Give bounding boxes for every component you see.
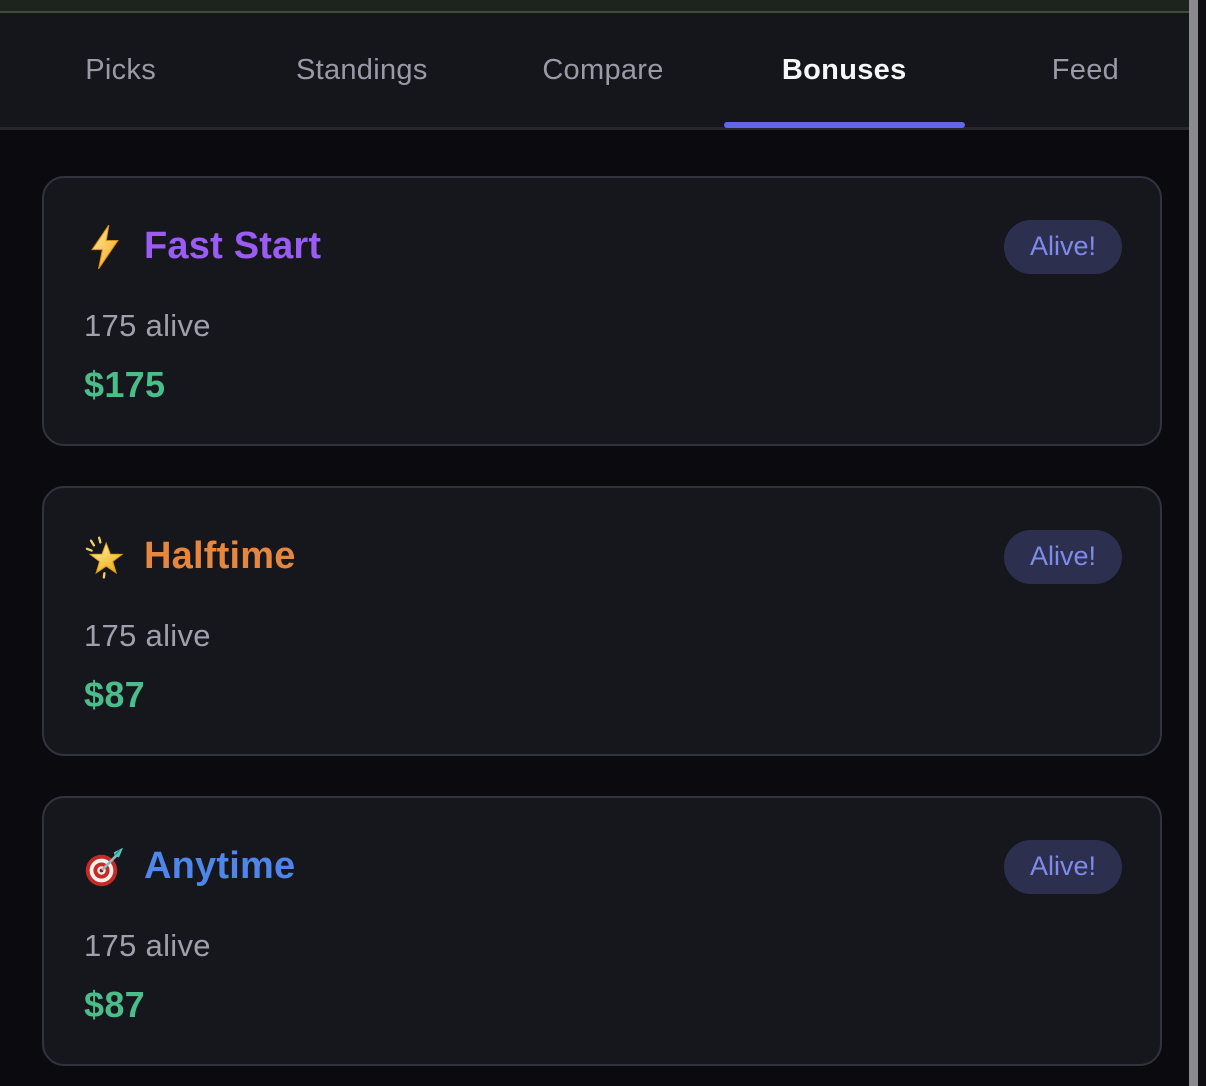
alive-count: 175 alive <box>84 927 211 963</box>
bonus-card-halftime[interactable]: Halftime Alive! 175 alive $87 <box>42 486 1162 756</box>
status-badge: Alive! <box>1003 220 1122 274</box>
status-badge: Alive! <box>1003 530 1122 584</box>
glowing-star-icon <box>84 536 126 579</box>
tab-bar: Picks Standings Compare Bonuses Feed <box>0 13 1206 130</box>
status-badge: Alive! <box>1003 840 1122 894</box>
bonus-cards-list: Fast Start Alive! 175 alive $175 <box>0 130 1206 1066</box>
alive-count: 175 alive <box>84 307 211 343</box>
bonus-card-fast-start[interactable]: Fast Start Alive! 175 alive $175 <box>42 176 1162 446</box>
vertical-scrollbar[interactable] <box>1189 0 1198 1086</box>
card-header: Halftime Alive! <box>84 530 1122 584</box>
card-title: Fast Start <box>144 225 322 268</box>
card-header: Fast Start Alive! <box>84 220 1122 274</box>
tab-picks[interactable]: Picks <box>85 53 156 86</box>
tab-feed[interactable]: Feed <box>1051 53 1120 86</box>
card-title: Halftime <box>144 535 296 578</box>
prize-amount: $87 <box>84 983 145 1025</box>
active-tab-underline <box>723 122 965 128</box>
top-edge-strip <box>0 0 1206 13</box>
target-dart-icon <box>84 846 126 888</box>
tab-bonuses[interactable]: Bonuses <box>723 13 965 128</box>
card-title: Anytime <box>144 845 296 888</box>
tab-compare[interactable]: Compare <box>542 53 664 86</box>
tab-standings[interactable]: Standings <box>295 53 428 86</box>
alive-count: 175 alive <box>84 617 211 653</box>
prize-amount: $87 <box>84 673 145 715</box>
prize-amount: $175 <box>84 363 166 405</box>
bonus-card-anytime[interactable]: Anytime Alive! 175 alive $87 <box>42 796 1162 1066</box>
right-edge-strip <box>1198 0 1206 1086</box>
card-header: Anytime Alive! <box>84 840 1122 894</box>
tab-bonuses-label: Bonuses <box>781 53 907 86</box>
lightning-bolt-icon <box>84 224 126 269</box>
